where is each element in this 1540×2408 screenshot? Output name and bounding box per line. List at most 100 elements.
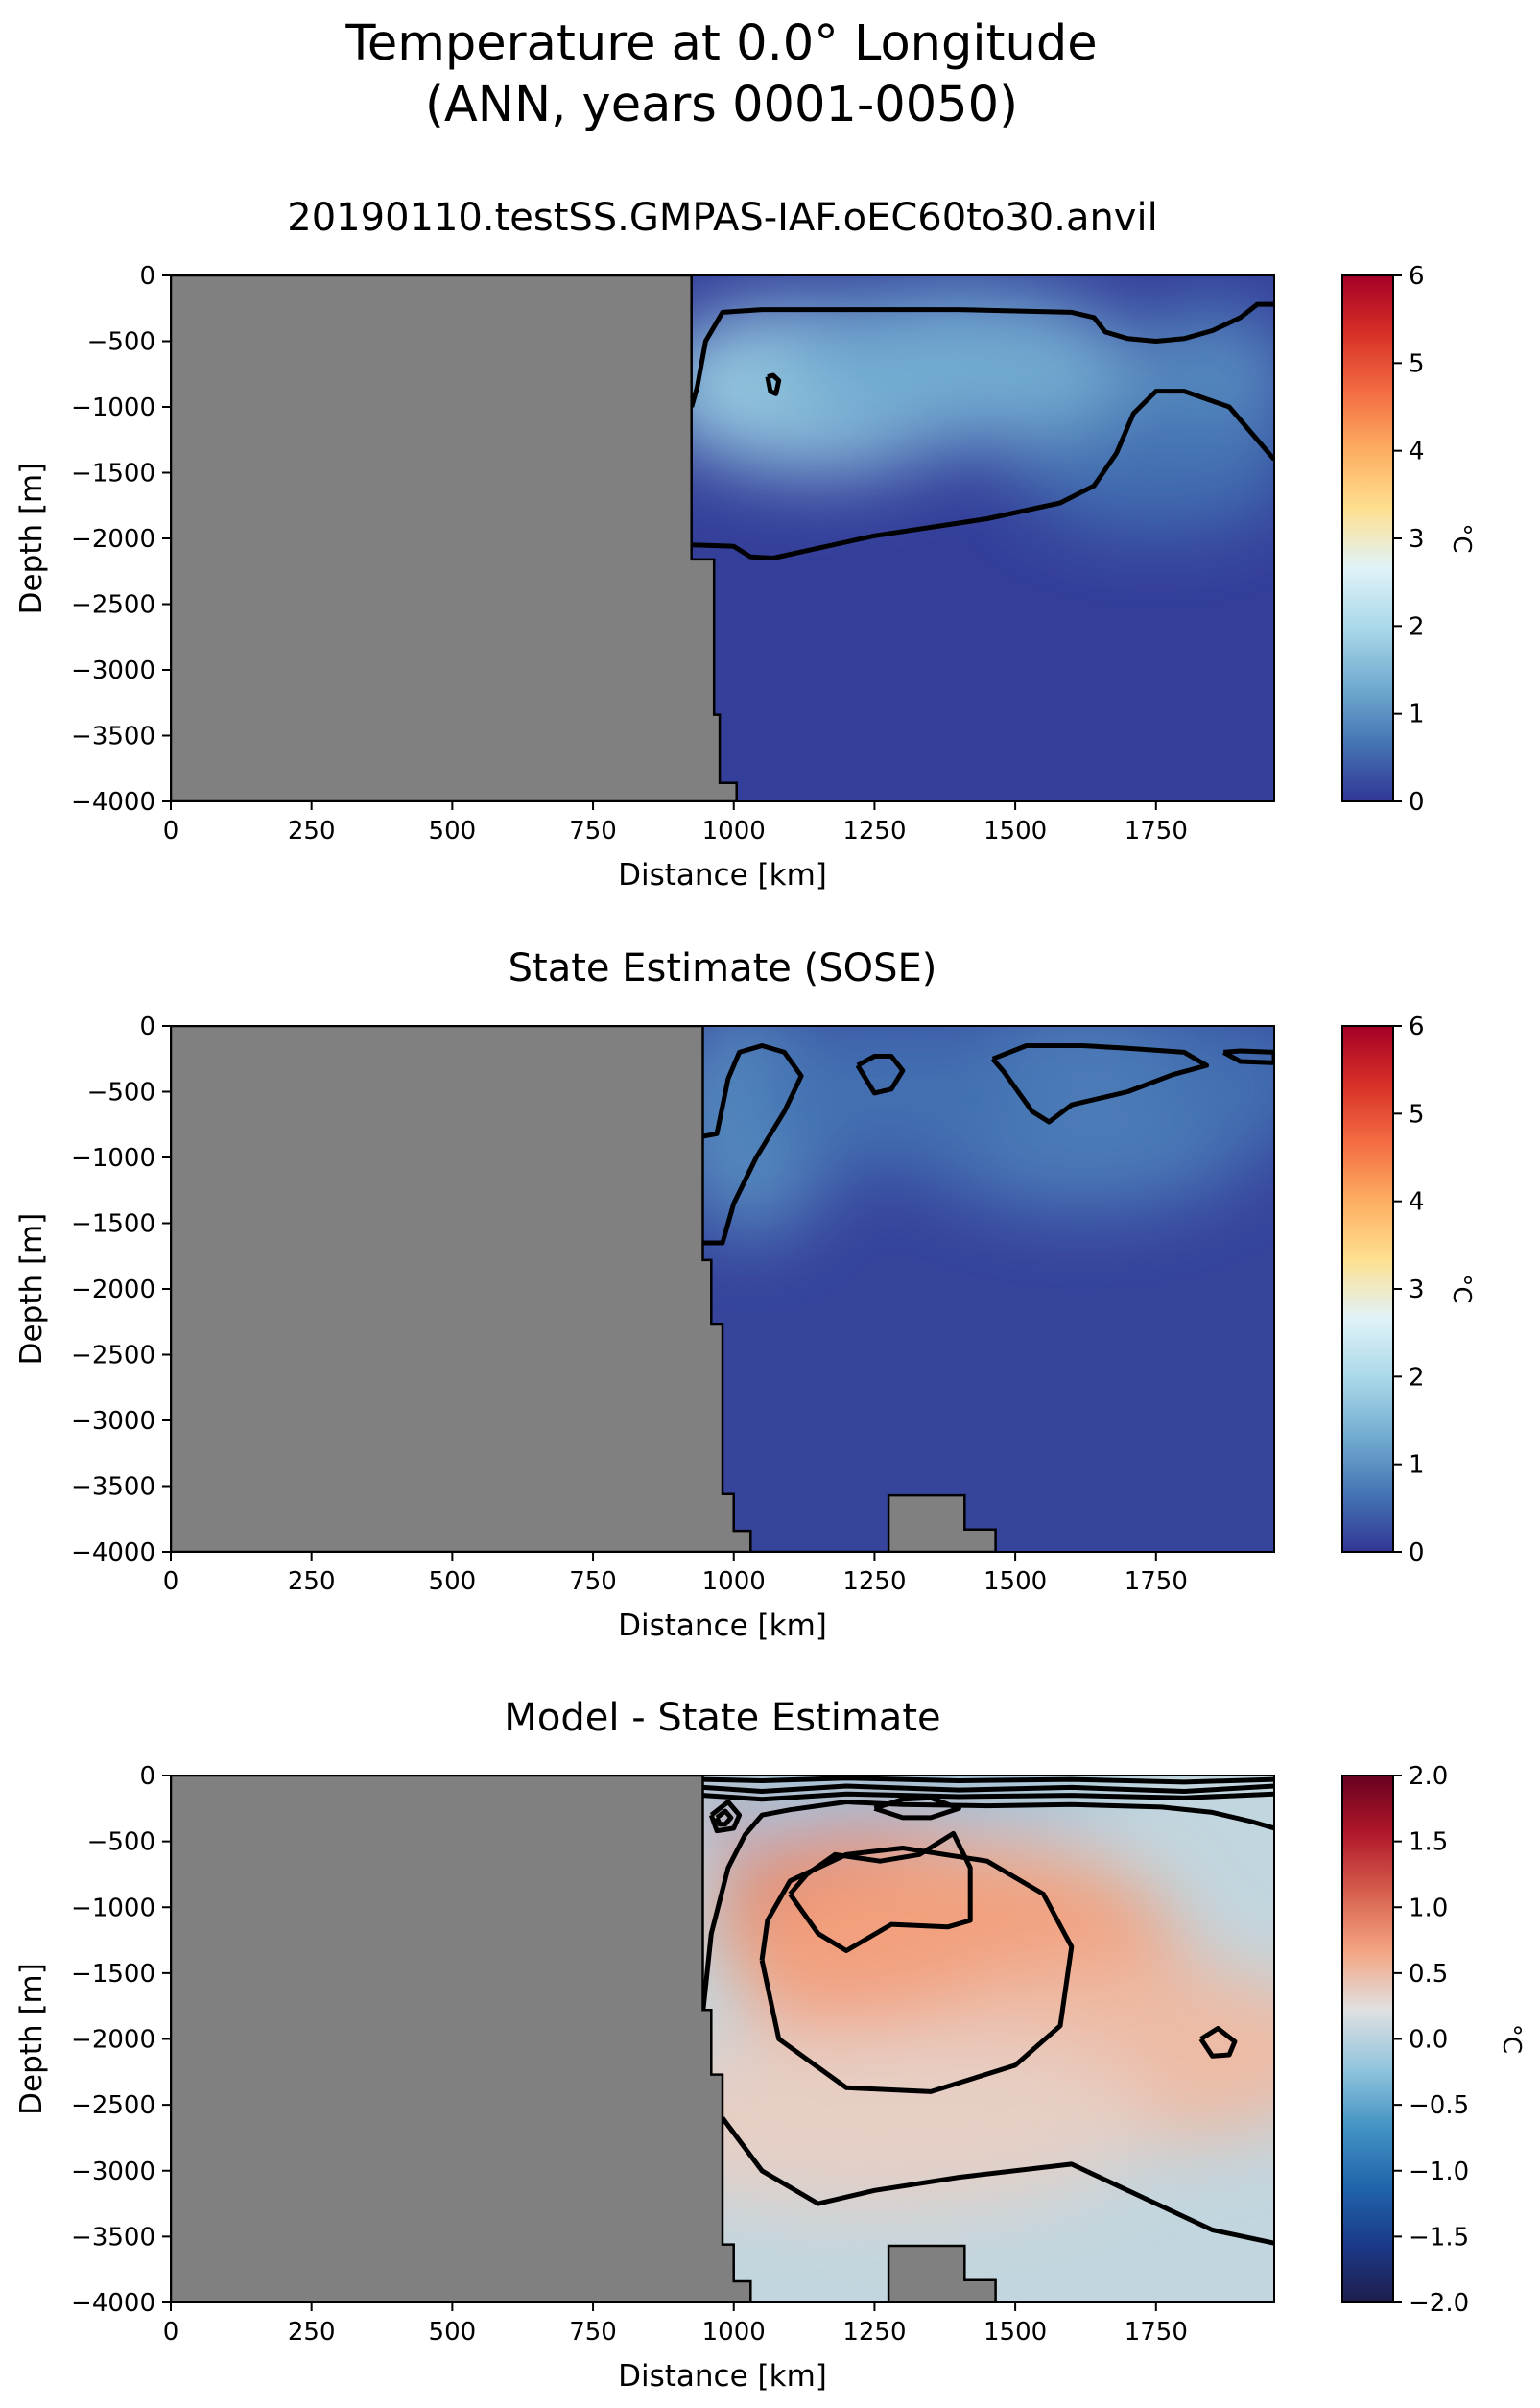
- x-tick-label: 0: [163, 2318, 179, 2347]
- contour-line: [708, 1800, 743, 1834]
- panel-1: 20190110.testSS.GMPAS-IAF.oEC60to30.anvi…: [14, 196, 1476, 893]
- colorbar: [1341, 274, 1394, 802]
- y-tick-label: −2500: [71, 1342, 155, 1371]
- contour-line: [1198, 2026, 1238, 2059]
- x-tick-label: 1250: [842, 2318, 906, 2347]
- y-tick-label: −4000: [71, 2289, 155, 2318]
- land-mask: [171, 1026, 997, 1552]
- colorbar-tick-label: 4: [1409, 1188, 1425, 1217]
- y-tick-label: −1500: [71, 1210, 155, 1239]
- x-tick-label: 500: [429, 1567, 477, 1596]
- y-tick-label: −2500: [71, 591, 155, 620]
- colorbar-tick-label: 2.0: [1409, 1762, 1448, 1791]
- land-mask: [171, 275, 738, 801]
- x-tick-label: 500: [429, 817, 477, 846]
- x-axis-label: Distance [km]: [618, 858, 827, 893]
- x-tick-label: 1000: [702, 1567, 766, 1596]
- contour-line: [759, 1846, 1075, 2094]
- colorbar: [1341, 1775, 1394, 2303]
- panel-3: Model - State Estimate 0 250 500 750 1000 1250…: [14, 1696, 1526, 2394]
- y-tick-label: −1000: [71, 393, 155, 422]
- x-tick-label: 1750: [1125, 2318, 1188, 2347]
- y-tick-label: −1500: [71, 1960, 155, 1989]
- contour-line: [689, 301, 1274, 408]
- figure-title-line2: (ANN, years 0001-0050): [425, 77, 1018, 133]
- contour-line: [702, 1791, 1274, 1802]
- colorbar-tick-label: 5: [1409, 349, 1425, 378]
- colorbar-label: °C: [1447, 1274, 1476, 1303]
- colorbar-label: °C: [1497, 2024, 1526, 2054]
- colorbar-tick-label: 0: [1409, 1538, 1425, 1567]
- land-mask: [171, 1776, 997, 2302]
- colorbar-tick-label: 4: [1409, 438, 1425, 466]
- y-tick-label: −3000: [71, 1407, 155, 1436]
- field-blob: [1015, 413, 1274, 533]
- y-tick-label: −3000: [71, 2158, 155, 2186]
- x-tick-label: 250: [288, 817, 336, 846]
- y-tick-label: −3000: [71, 656, 155, 685]
- contour-line: [702, 1783, 1274, 1794]
- x-tick-label: 1500: [983, 1567, 1047, 1596]
- colorbar-tick-label: −1.0: [1409, 2158, 1469, 2186]
- contour-line: [990, 1043, 1210, 1125]
- x-axis-label: Distance [km]: [618, 2359, 827, 2394]
- y-tick-label: −4000: [71, 1538, 155, 1567]
- y-tick-label: 0: [139, 262, 155, 291]
- y-tick-label: −1000: [71, 1894, 155, 1922]
- x-tick-label: 250: [288, 1567, 336, 1596]
- colorbar-label: °C: [1447, 523, 1476, 553]
- panel-title: Model - State Estimate: [504, 1696, 940, 1740]
- x-tick-label: 0: [163, 817, 179, 846]
- y-tick-label: −500: [87, 328, 155, 357]
- contour-line: [720, 2116, 1274, 2246]
- x-tick-label: 1000: [702, 2318, 766, 2347]
- plot-area: [171, 1776, 1274, 2302]
- contour-line: [765, 372, 782, 396]
- colorbar-tick-label: −2.0: [1409, 2289, 1469, 2318]
- x-tick-label: 1000: [702, 817, 766, 846]
- colorbar-tick-label: 0.0: [1409, 2026, 1448, 2055]
- contour-line: [714, 1808, 734, 1827]
- contour-line: [1222, 1048, 1274, 1065]
- x-tick-label: 750: [569, 817, 617, 846]
- colorbar-tick-label: 5: [1409, 1100, 1425, 1129]
- contour-line: [873, 1795, 961, 1821]
- x-tick-label: 1750: [1125, 817, 1188, 846]
- x-tick-label: 1250: [842, 1567, 906, 1596]
- y-tick-label: −500: [87, 1079, 155, 1108]
- colorbar-tick-label: −0.5: [1409, 2091, 1469, 2120]
- x-tick-label: 1500: [983, 2318, 1047, 2347]
- colorbar-tick-label: 1: [1409, 701, 1425, 729]
- y-tick-label: −2500: [71, 2091, 155, 2120]
- y-tick-label: −2000: [71, 1276, 155, 1304]
- colorbar-tick-label: 1: [1409, 1451, 1425, 1480]
- contour-line: [702, 1043, 804, 1246]
- y-tick-label: 0: [139, 1013, 155, 1041]
- colorbar-tick-label: 2: [1409, 612, 1425, 641]
- y-tick-label: −2000: [71, 525, 155, 554]
- colorbar-tick-label: 6: [1409, 1013, 1425, 1041]
- x-tick-label: 500: [429, 2318, 477, 2347]
- y-tick-label: −3500: [71, 723, 155, 751]
- contour-line: [855, 1054, 906, 1096]
- colorbar-tick-label: 3: [1409, 525, 1425, 554]
- field-blob: [778, 288, 1140, 447]
- x-axis-label: Distance [km]: [618, 1609, 827, 1643]
- field-blob: [1155, 1026, 1274, 1145]
- panel-title: State Estimate (SOSE): [509, 946, 937, 990]
- panel-title: 20190110.testSS.GMPAS-IAF.oEC60to30.anvi…: [287, 196, 1157, 240]
- colorbar-tick-label: −1.5: [1409, 2223, 1469, 2252]
- y-axis-label: Depth [m]: [14, 1963, 49, 2115]
- colorbar-tick-label: 3: [1409, 1276, 1425, 1304]
- y-tick-label: −2000: [71, 2026, 155, 2055]
- x-tick-label: 750: [569, 1567, 617, 1596]
- y-tick-label: −3500: [71, 2223, 155, 2252]
- x-tick-label: 1500: [983, 817, 1047, 846]
- y-tick-label: 0: [139, 1762, 155, 1791]
- contour-line: [700, 1800, 1274, 2014]
- y-tick-label: −4000: [71, 788, 155, 817]
- y-tick-label: −500: [87, 1828, 155, 1857]
- x-tick-label: 1250: [842, 817, 906, 846]
- x-tick-label: 750: [569, 2318, 617, 2347]
